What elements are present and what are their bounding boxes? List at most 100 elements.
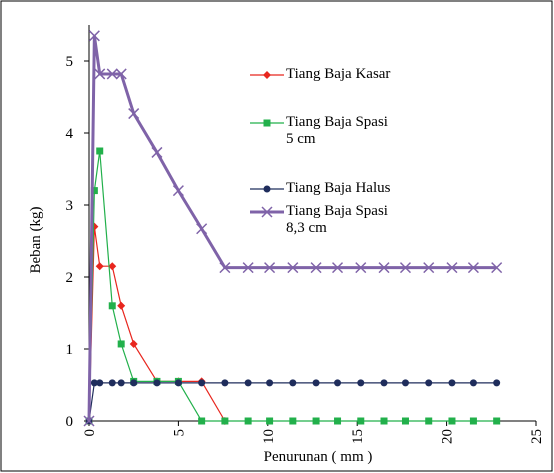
marker (448, 417, 456, 425)
series-line (88, 226, 226, 422)
marker (446, 262, 458, 274)
marker (357, 379, 365, 387)
series-line (88, 382, 497, 422)
marker (129, 339, 138, 348)
marker (425, 417, 433, 425)
marker (357, 417, 365, 425)
y-tick-label: 0 (66, 414, 74, 430)
x-tick-label: 20 (440, 429, 456, 444)
marker (106, 68, 118, 80)
marker (334, 379, 342, 387)
marker (88, 30, 100, 42)
y-axis-title: Beban (kg) (28, 206, 44, 273)
marker (334, 417, 342, 425)
legend-swatch (250, 119, 284, 127)
y-tick-label: 3 (66, 198, 74, 214)
marker (261, 206, 273, 218)
marker (467, 262, 479, 274)
marker (266, 379, 274, 387)
marker (332, 262, 344, 274)
marker (380, 379, 388, 387)
series-line (88, 150, 497, 422)
marker (355, 262, 367, 274)
marker (108, 302, 116, 310)
x-tick-label: 0 (82, 429, 98, 437)
marker (117, 301, 126, 310)
marker (312, 379, 320, 387)
y-tick-label: 1 (66, 342, 74, 358)
marker (108, 379, 116, 387)
legend-label: Tiang Baja Spasi 8,3 cm (286, 203, 388, 236)
y-tick-label: 4 (66, 126, 74, 142)
legend-label: Tiang Baja Halus (286, 180, 391, 196)
marker (469, 417, 477, 425)
marker (264, 262, 276, 274)
marker (221, 379, 229, 387)
y-tick-label: 5 (66, 54, 74, 70)
marker (221, 417, 229, 425)
marker (287, 262, 299, 274)
marker (312, 417, 320, 425)
marker (117, 340, 125, 348)
marker (378, 262, 390, 274)
series-line (87, 35, 497, 422)
x-axis-title: Penurunan ( mm ) (264, 449, 373, 465)
legend-label: Tiang Baja Spasi 5 cm (286, 114, 388, 147)
marker (425, 379, 433, 387)
marker (263, 119, 271, 127)
marker (128, 108, 140, 120)
marker (448, 379, 456, 387)
marker (196, 223, 208, 235)
marker (90, 187, 98, 195)
marker (266, 417, 274, 425)
marker (90, 379, 98, 387)
y-tick-label: 2 (66, 270, 74, 286)
marker (94, 68, 106, 80)
marker (289, 417, 297, 425)
marker (172, 185, 184, 197)
x-tick-label: 15 (350, 429, 366, 444)
marker (263, 185, 271, 193)
marker (289, 379, 297, 387)
legend-entry: Tiang Baja Kasar (250, 66, 396, 83)
marker (401, 379, 409, 387)
marker (115, 68, 127, 80)
marker (95, 262, 104, 271)
marker (130, 379, 138, 387)
marker (244, 417, 252, 425)
marker (469, 379, 477, 387)
legend-swatch (250, 185, 284, 193)
marker (153, 379, 161, 387)
legend-entry: Tiang Baja Halus (250, 180, 396, 197)
legend-entry: Tiang Baja Spasi 5 cm (250, 114, 396, 148)
marker (108, 262, 117, 271)
marker (151, 146, 163, 158)
marker (401, 417, 409, 425)
marker (244, 379, 252, 387)
x-tick-label: 5 (171, 429, 187, 437)
marker (491, 262, 503, 274)
marker (198, 379, 206, 387)
marker (493, 379, 501, 387)
marker (219, 262, 231, 274)
marker (263, 71, 271, 79)
marker (96, 379, 104, 387)
marker (423, 262, 435, 274)
x-tick-label: 10 (261, 429, 277, 444)
legend-entry: Tiang Baja Spasi 8,3 cm (250, 203, 396, 237)
marker (83, 415, 95, 427)
marker (242, 262, 254, 274)
legend-swatch (250, 71, 284, 79)
marker (380, 417, 388, 425)
marker (310, 262, 322, 274)
marker (198, 417, 206, 425)
marker (174, 379, 182, 387)
marker (117, 379, 125, 387)
legend-swatch (250, 206, 284, 218)
x-tick-label: 25 (529, 429, 545, 444)
legend-label: Tiang Baja Kasar (286, 66, 391, 82)
marker (96, 147, 104, 155)
marker (399, 262, 412, 274)
